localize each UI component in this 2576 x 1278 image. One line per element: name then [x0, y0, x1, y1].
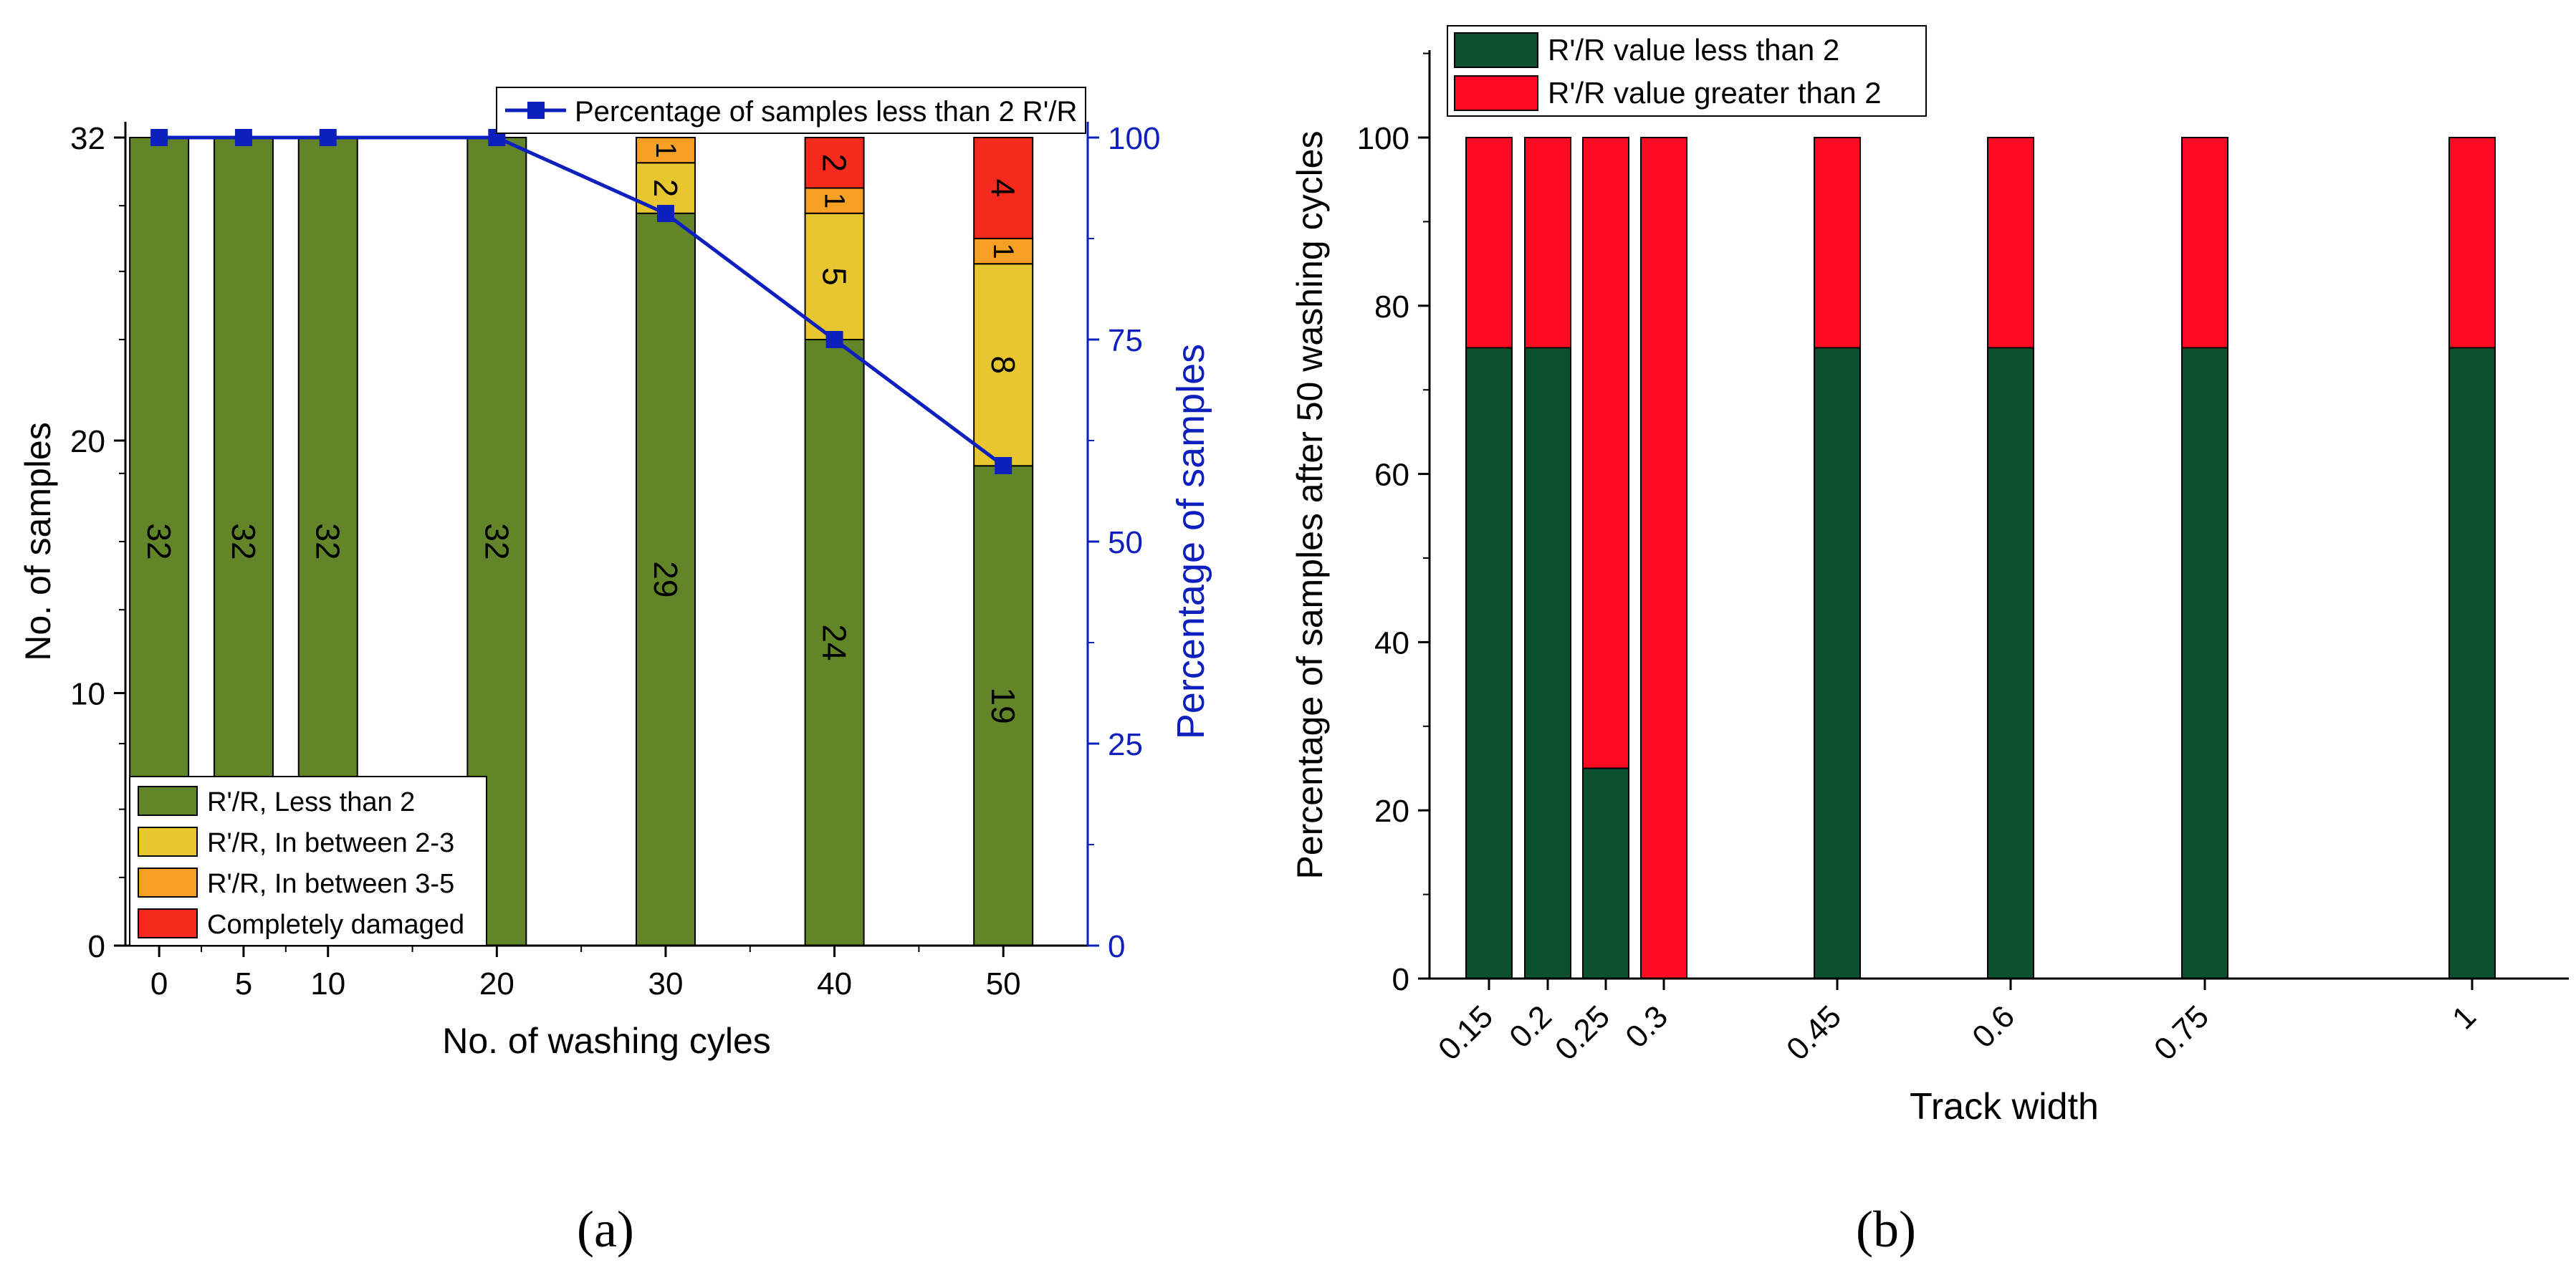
- data-label-a-0-1: 32: [225, 523, 262, 559]
- data-label-a-0-0: 32: [140, 523, 178, 559]
- x-tick-label-a: 30: [648, 966, 683, 1001]
- chart-a: 32 32 32 3229212451219814010203202550751000…: [18, 87, 1212, 1061]
- bar-b-0-2: [1582, 767, 1629, 979]
- caption-a: (a): [577, 1201, 634, 1258]
- bar-a-0-5: [804, 339, 865, 946]
- legend-label-b: R'/R value less than 2: [1548, 33, 1839, 67]
- bar-b-0-0: [1465, 347, 1513, 979]
- data-label-a-1-6: 8: [985, 355, 1022, 374]
- line-legend-box-a: [496, 87, 1086, 134]
- x-tick-label-b: 0.75: [2148, 999, 2216, 1067]
- y2-tick-label-a: 0: [1108, 929, 1125, 964]
- y2-tick-label-a: 100: [1108, 121, 1160, 156]
- x-tick-label-a: 20: [479, 966, 514, 1001]
- bar-b-1-7: [2448, 137, 2496, 349]
- bar-b-1-3: [1640, 137, 1687, 979]
- data-label-a-1-4: 2: [647, 179, 684, 198]
- caption-b: (b): [1856, 1201, 1916, 1258]
- bar-a-2-5: [804, 187, 865, 214]
- y-tick-label-b: 40: [1374, 625, 1409, 660]
- bar-legend-swatch-a: [138, 827, 198, 857]
- x-tick-label-a: 5: [235, 966, 252, 1001]
- x-tick-label-a: 10: [310, 966, 345, 1001]
- data-label-a-2-5: 1: [819, 193, 851, 208]
- x-tick-label-b: 0.6: [1965, 999, 2021, 1054]
- bar-legend-swatch-a: [138, 908, 198, 938]
- y-tick-label-a: 32: [70, 121, 105, 156]
- y-tick-label-b: 100: [1357, 121, 1409, 156]
- bar-legend-label-a: R'/R, In between 2-3: [207, 828, 454, 858]
- x-tick-label-a: 0: [150, 966, 168, 1001]
- bar-b-0-4: [1814, 347, 1861, 979]
- y-tick-label-b: 80: [1374, 289, 1409, 325]
- y2-axis-title-a: Percentage of samples: [1169, 344, 1212, 739]
- y-axis-title-a: No. of samples: [18, 422, 58, 660]
- bar-b-0-7: [2448, 347, 2496, 979]
- bar-legend-label-a: R'/R, In between 3-5: [207, 869, 454, 899]
- y2-tick-label-a: 50: [1108, 525, 1143, 560]
- bar-a-0-4: [635, 212, 696, 946]
- line-marker-a: [319, 129, 337, 146]
- x-tick-label-b: 0.2: [1503, 999, 1558, 1054]
- x-tick-label-a: 40: [817, 966, 852, 1001]
- y-tick-label-b: 60: [1374, 458, 1409, 493]
- bar-a-3-6: [973, 137, 1034, 239]
- y-tick-label-a: 20: [70, 424, 105, 459]
- legend-swatch-b: [1454, 32, 1538, 68]
- bar-legend-label-a: R'/R, Less than 2: [207, 787, 415, 817]
- data-label-a-0-4: 29: [647, 561, 684, 597]
- data-label-a-2-6: 1: [987, 244, 1019, 259]
- x-tick-label-b: 0.3: [1619, 999, 1675, 1054]
- data-label-a-3-5: 2: [816, 153, 853, 172]
- data-label-a-0-6: 19: [985, 688, 1022, 724]
- y2-tick-label-a: 75: [1108, 323, 1143, 358]
- x-tick-label-b: 0.15: [1432, 999, 1500, 1067]
- bar-a-0-6: [973, 465, 1034, 946]
- x-tick-label-b: 0.25: [1548, 999, 1617, 1067]
- bar-b-1-0: [1465, 137, 1513, 349]
- y-tick-label-a: 0: [88, 929, 105, 964]
- y-tick-label-a: 10: [70, 677, 105, 712]
- bar-b-0-1: [1524, 347, 1571, 979]
- x-axis-title-a: No. of washing cyles: [442, 1021, 771, 1061]
- data-label-a-0-5: 24: [816, 624, 853, 660]
- x-tick-label-b: 1: [2446, 999, 2483, 1036]
- line-series-a: [159, 135, 1005, 467]
- bar-a-2-4: [635, 137, 696, 164]
- y-axis-title-b: Percentage of samples after 50 washing c…: [1290, 131, 1330, 880]
- bar-legend-swatch-a: [138, 868, 198, 898]
- line-legend-marker-a: [527, 102, 545, 119]
- x-tick-label-a: 50: [986, 966, 1021, 1001]
- x-tick-label-b: 0.45: [1780, 999, 1848, 1067]
- legend-swatch-b: [1454, 75, 1538, 111]
- y-tick-label-b: 0: [1392, 962, 1409, 997]
- bar-b-0-6: [2181, 347, 2228, 979]
- bar-legend-swatch-a: [138, 786, 198, 816]
- bar-b-0-5: [1987, 347, 2034, 979]
- line-legend-label-a: Percentage of samples less than 2 R'/R: [575, 96, 1077, 128]
- line-marker-a: [656, 205, 674, 223]
- line-marker-a: [234, 129, 252, 146]
- data-label-a-3-6: 4: [985, 179, 1022, 198]
- bar-b-1-6: [2181, 137, 2228, 349]
- bar-b-1-4: [1814, 137, 1861, 349]
- data-label-a-2-4: 1: [650, 143, 681, 158]
- bar-a-3-5: [804, 137, 865, 189]
- bar-b-1-5: [1987, 137, 2034, 349]
- y2-tick-label-a: 25: [1108, 727, 1143, 762]
- data-label-a-0-3: 32: [478, 523, 515, 559]
- bar-b-1-2: [1582, 137, 1629, 769]
- line-marker-a: [150, 129, 168, 146]
- chart-b: 0 20 40 60 80 100 0.15 0.20.25 0.3 0.45 0.6 0.75 1 Tr…: [1290, 25, 2569, 1128]
- bar-legend-label-a: Completely damaged: [207, 910, 464, 940]
- data-label-a-1-5: 5: [816, 267, 853, 286]
- x-axis-title-b: Track width: [1910, 1086, 2099, 1128]
- bar-b-1-1: [1524, 137, 1571, 349]
- data-label-a-0-2: 32: [310, 523, 347, 559]
- line-marker-a: [995, 456, 1012, 474]
- line-marker-a: [825, 331, 843, 348]
- y-tick-label-b: 20: [1374, 794, 1409, 829]
- legend-label-b: R'/R value greater than 2: [1548, 76, 1882, 110]
